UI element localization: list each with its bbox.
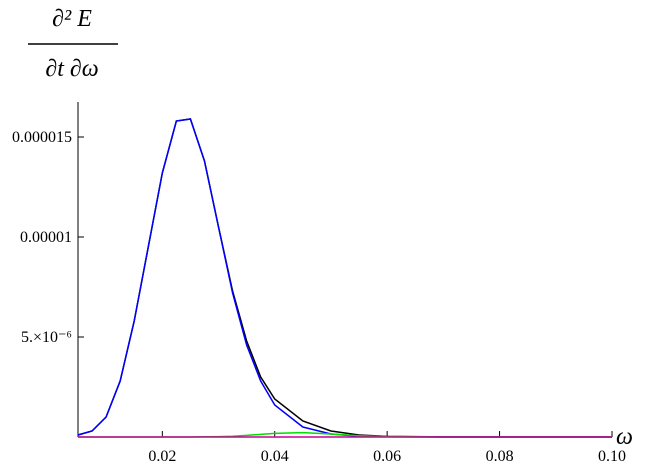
- series-line: [77, 118, 612, 438]
- x-tick-label: 0.04: [261, 448, 289, 465]
- y-label-denominator: ∂t ∂ω: [45, 56, 98, 82]
- y-label-numerator: ∂² E: [52, 6, 92, 32]
- x-label: ω: [616, 424, 633, 450]
- y-tick-label: 5.×10⁻⁶: [21, 329, 72, 346]
- x-tick-label: 0.02: [148, 448, 176, 465]
- y-tick-label: 0.00001: [20, 229, 72, 246]
- y-tick-label: 0.000015: [12, 129, 72, 146]
- series-line: [77, 118, 612, 438]
- x-tick-label: 0.08: [486, 448, 514, 465]
- x-tick-label: 0.06: [373, 448, 401, 465]
- x-tick-label: 0.10: [598, 448, 626, 465]
